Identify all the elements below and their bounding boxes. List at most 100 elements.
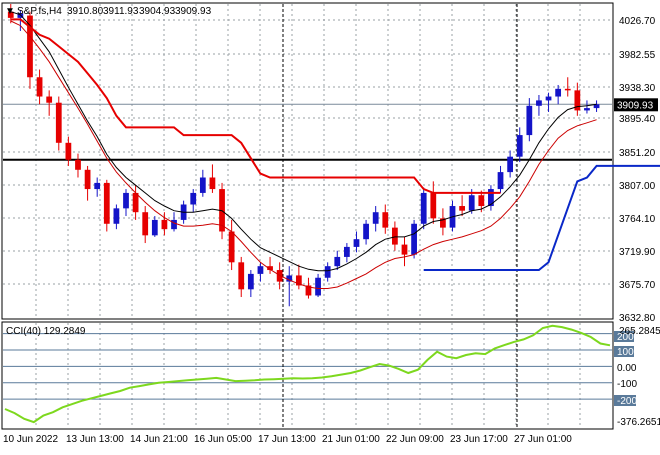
candle-body xyxy=(545,96,552,101)
bearish-trailing-stop-line xyxy=(10,18,501,194)
candle-body xyxy=(372,212,379,224)
candle-body xyxy=(507,156,514,173)
time-tick-label: 21 Jun 01:00 xyxy=(322,434,380,445)
candle-body xyxy=(584,108,590,111)
candle-body xyxy=(440,218,446,228)
ohlc-low: 3904.93 xyxy=(139,6,176,17)
ohlc-close: 3909.93 xyxy=(175,6,212,17)
cci-line xyxy=(4,324,611,424)
candle-body xyxy=(536,100,542,106)
current-price-tag xyxy=(614,98,658,112)
indicator-overlays xyxy=(10,11,660,289)
symbol-label: S&P.fs,H4 xyxy=(17,6,62,17)
candle-body xyxy=(295,275,302,286)
candle-body xyxy=(190,192,197,205)
candle-body xyxy=(199,177,206,193)
time-tick-label: 14 Jun 21:00 xyxy=(130,434,188,445)
candle-body xyxy=(430,192,437,219)
candle-body xyxy=(132,192,139,213)
chart-menu-arrow-icon[interactable]: ▼ xyxy=(5,6,15,17)
ohlc-open: 3910.80 xyxy=(67,6,104,17)
candle-body xyxy=(459,206,465,211)
candle-body xyxy=(382,212,389,228)
candle-body xyxy=(113,208,120,224)
candle-body xyxy=(27,15,33,78)
candle-body xyxy=(564,88,571,91)
candle-body xyxy=(411,223,417,255)
cci-tick-label: -200 xyxy=(617,396,637,407)
price-tick-label: 3719.90 xyxy=(619,247,656,258)
candle-body xyxy=(353,239,360,247)
candle-body xyxy=(151,219,158,236)
candle-body xyxy=(46,96,53,103)
main-chart-frame xyxy=(1,2,614,320)
candle-body xyxy=(468,195,475,211)
price-tick-label: 3851.20 xyxy=(619,148,656,159)
candle-body xyxy=(286,275,293,282)
cci-tick-label: 200 xyxy=(617,332,634,343)
price-tick-label: 3938.30 xyxy=(619,83,656,94)
candle-body xyxy=(392,227,398,245)
current-price-tag-text: 3909.93 xyxy=(617,100,654,111)
price-tick-label: 3807.00 xyxy=(619,181,656,192)
candle-body xyxy=(55,102,62,143)
price-tick-label: 4026.70 xyxy=(619,16,656,27)
cci-level-tag xyxy=(614,346,634,357)
candle-body xyxy=(555,88,562,97)
time-tick-label: 23 Jun 17:00 xyxy=(450,434,508,445)
candle-body xyxy=(324,266,331,278)
candle-body xyxy=(401,244,408,255)
candle-body xyxy=(526,105,533,136)
candle-body xyxy=(142,212,149,236)
cci-tick-label: 265.2845 xyxy=(619,326,660,337)
candle-body xyxy=(238,262,245,290)
candle-body xyxy=(315,277,321,296)
bullish-trailing-stop-line xyxy=(423,164,660,271)
fast-moving-average-line xyxy=(10,11,597,272)
time-axis[interactable]: 10 Jun 2022 13 Jun 13:00 14 Jun 21:00 16… xyxy=(3,434,572,445)
time-tick-label: 17 Jun 13:00 xyxy=(258,434,316,445)
candle-body xyxy=(257,266,264,274)
price-tick-label: 3764.10 xyxy=(619,214,656,225)
candle-body xyxy=(209,177,216,190)
price-tick-label: 3982.55 xyxy=(619,50,656,61)
cci-indicator-title: CCI(40) 129.2849 xyxy=(6,326,86,337)
candle-body xyxy=(7,11,14,18)
candle-body xyxy=(305,285,312,296)
time-tick-label: 27 Jun 01:00 xyxy=(514,434,572,445)
price-axis[interactable]: 4026.70 3982.55 3938.30 3895.40 3851.20 … xyxy=(619,16,656,324)
candle-body xyxy=(363,223,369,240)
candle-body xyxy=(516,135,523,157)
candle-body xyxy=(171,219,177,230)
price-tick-label: 3895.40 xyxy=(619,114,656,125)
time-tick-label: 13 Jun 13:00 xyxy=(66,434,124,445)
candle-body xyxy=(420,192,427,224)
cci-chart-frame xyxy=(1,321,614,430)
candle-body xyxy=(123,192,129,209)
candle-body xyxy=(36,77,43,97)
cci-tick-label: -376.2651 xyxy=(617,417,660,428)
time-tick-label: 16 Jun 05:00 xyxy=(194,434,252,445)
cci-line-group xyxy=(4,324,611,424)
candle-body xyxy=(478,195,485,207)
cci-tick-label: -100 xyxy=(617,379,637,390)
candle-body xyxy=(161,219,168,230)
candle-body xyxy=(103,182,110,224)
time-tick-label: 10 Jun 2022 xyxy=(3,434,58,445)
cci-level-tag xyxy=(614,395,636,406)
time-tick-label: 22 Jun 09:00 xyxy=(386,434,444,445)
candle-body xyxy=(497,172,504,190)
ohlc-high: 3911.93 xyxy=(103,6,139,17)
candle-body xyxy=(84,169,91,190)
candle-body xyxy=(228,231,235,263)
candle-body xyxy=(488,189,494,207)
candle-body xyxy=(593,104,600,109)
cci-tick-label: 100 xyxy=(617,347,634,358)
candle-body xyxy=(343,246,350,257)
candle-body xyxy=(247,273,254,290)
price-tick-label: 3675.70 xyxy=(619,280,656,291)
cci-tick-label: 0.00 xyxy=(617,363,637,374)
cci-level-lines xyxy=(3,333,612,400)
